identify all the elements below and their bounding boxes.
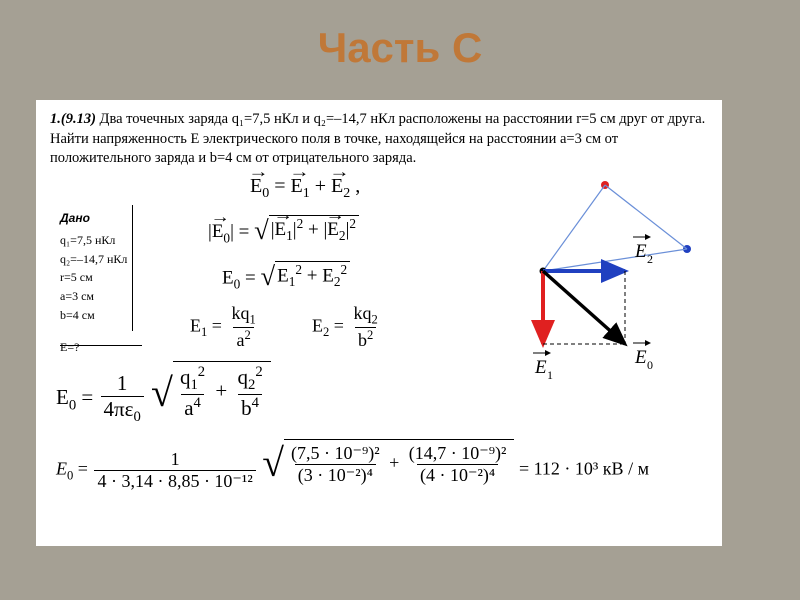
equation-e2: E2 = kq2b2: [312, 303, 383, 352]
equation-e0-numeric: E0 = 1 4 · 3,14 · 8,85 · 10⁻¹² √ (7,5 · …: [56, 439, 649, 492]
given-line: q₂=–14,7 нКл: [60, 250, 127, 269]
given-line: a=3 см: [60, 287, 127, 306]
eq6-f1-num: 1: [168, 449, 183, 470]
eq6-t2-den: (4 · 10⁻²)⁴: [417, 464, 498, 486]
equation-e1: E1 = kq1a2: [190, 303, 261, 352]
solution-area: Дано q₁=7,5 нКл q₂=–14,7 нКл r=5 см a=3 …: [50, 175, 708, 545]
svg-text:1: 1: [547, 368, 553, 382]
problem-statement: 1.(9.13) Два точечных заряда q₁=7,5 нКл …: [50, 110, 708, 169]
equation-magnitude-vec: |E0| = √|E1|2 + |E2|2: [208, 215, 359, 246]
given-header: Дано: [60, 209, 127, 228]
eq6-t1-den: (3 · 10⁻²)⁴: [295, 464, 376, 486]
svg-text:E: E: [634, 241, 647, 262]
page-title: Часть С: [0, 0, 800, 72]
given-line: r=5 см: [60, 268, 127, 287]
given-block: Дано q₁=7,5 нКл q₂=–14,7 нКл r=5 см a=3 …: [60, 209, 127, 357]
eq6-t1-num: (7,5 · 10⁻⁹)²: [288, 443, 383, 464]
equation-vector-sum: E0 = E1 + E2 ,: [250, 175, 360, 202]
given-separator-h: [60, 345, 142, 346]
problem-text: Два точечных заряда q₁=7,5 нКл и q₂=–14,…: [50, 111, 705, 166]
given-separator-v: [132, 205, 133, 331]
eq6-result: = 112 · 10³ кВ / м: [519, 458, 649, 478]
given-line: q₁=7,5 нКл: [60, 231, 127, 250]
eq6-f1-den: 4 · 3,14 · 8,85 · 10⁻¹²: [94, 470, 255, 492]
equation-magnitude-scalar: E0 = √E12 + E22: [222, 261, 350, 292]
problem-card: 1.(9.13) Два точечных заряда q₁=7,5 нКл …: [36, 100, 722, 546]
vector-diagram: E 2 E 1 E 0: [485, 179, 700, 389]
eq6-t2-num: (14,7 · 10⁻⁹)²: [406, 443, 510, 464]
given-find: E=?: [60, 338, 127, 357]
problem-number: 1.(9.13): [50, 111, 96, 127]
eq5-f1-num: 1: [114, 371, 131, 396]
svg-text:0: 0: [647, 358, 653, 372]
given-line: b=4 см: [60, 306, 127, 325]
svg-text:E: E: [634, 347, 647, 368]
svg-text:E: E: [534, 357, 547, 378]
equation-e0-symbolic: E0 = 14πε0 √ q12a4 + q22b4: [56, 361, 271, 427]
svg-text:2: 2: [647, 252, 653, 266]
